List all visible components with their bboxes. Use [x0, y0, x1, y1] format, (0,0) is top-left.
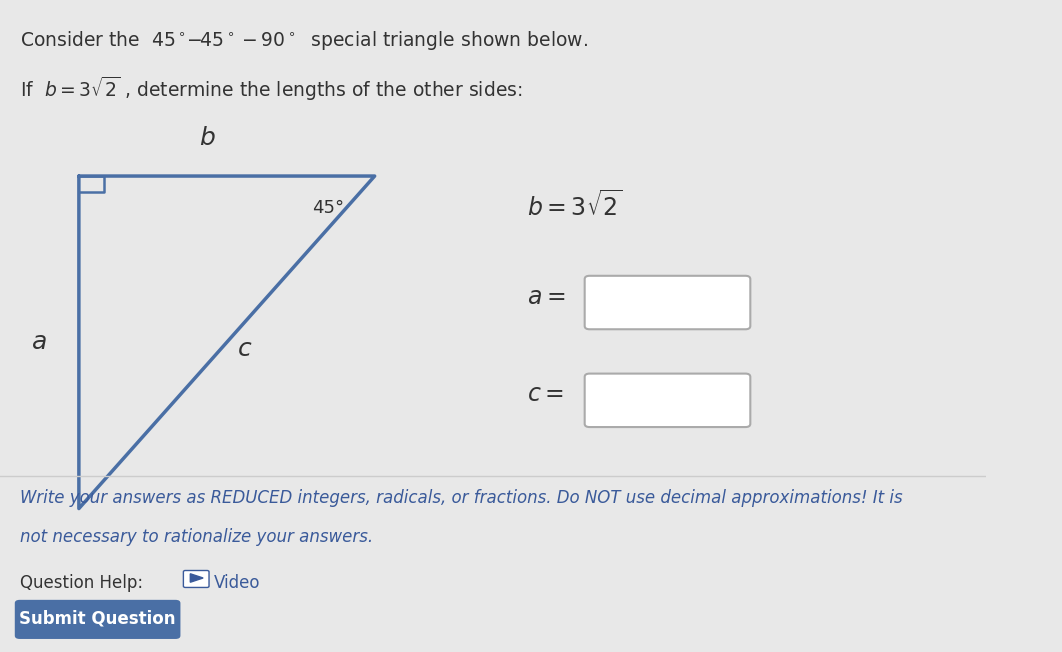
FancyBboxPatch shape	[184, 570, 209, 587]
Polygon shape	[190, 574, 203, 582]
FancyBboxPatch shape	[15, 600, 181, 639]
Text: Video: Video	[213, 574, 260, 592]
Text: c: c	[238, 337, 252, 361]
FancyBboxPatch shape	[585, 276, 751, 329]
Text: $c =$: $c =$	[528, 383, 564, 406]
Text: $b = 3\sqrt{2}$: $b = 3\sqrt{2}$	[528, 190, 623, 220]
Text: Question Help:: Question Help:	[20, 574, 143, 592]
Text: b: b	[199, 126, 215, 150]
Text: Submit Question: Submit Question	[19, 610, 176, 628]
Text: If  $b = 3\sqrt{2}$ , determine the lengths of the other sides:: If $b = 3\sqrt{2}$ , determine the lengt…	[20, 75, 523, 103]
Text: Consider the  $45^\circ\!\!-\!\!45^\circ - 90^\circ$  special triangle shown bel: Consider the $45^\circ\!\!-\!\!45^\circ …	[20, 29, 587, 52]
FancyBboxPatch shape	[585, 374, 751, 427]
Text: a: a	[32, 331, 47, 354]
Text: $a =$: $a =$	[528, 285, 566, 308]
Text: Write your answers as REDUCED integers, radicals, or fractions. Do NOT use decim: Write your answers as REDUCED integers, …	[20, 489, 903, 507]
Text: 45°: 45°	[312, 199, 344, 217]
Text: not necessary to rationalize your answers.: not necessary to rationalize your answer…	[20, 528, 373, 546]
